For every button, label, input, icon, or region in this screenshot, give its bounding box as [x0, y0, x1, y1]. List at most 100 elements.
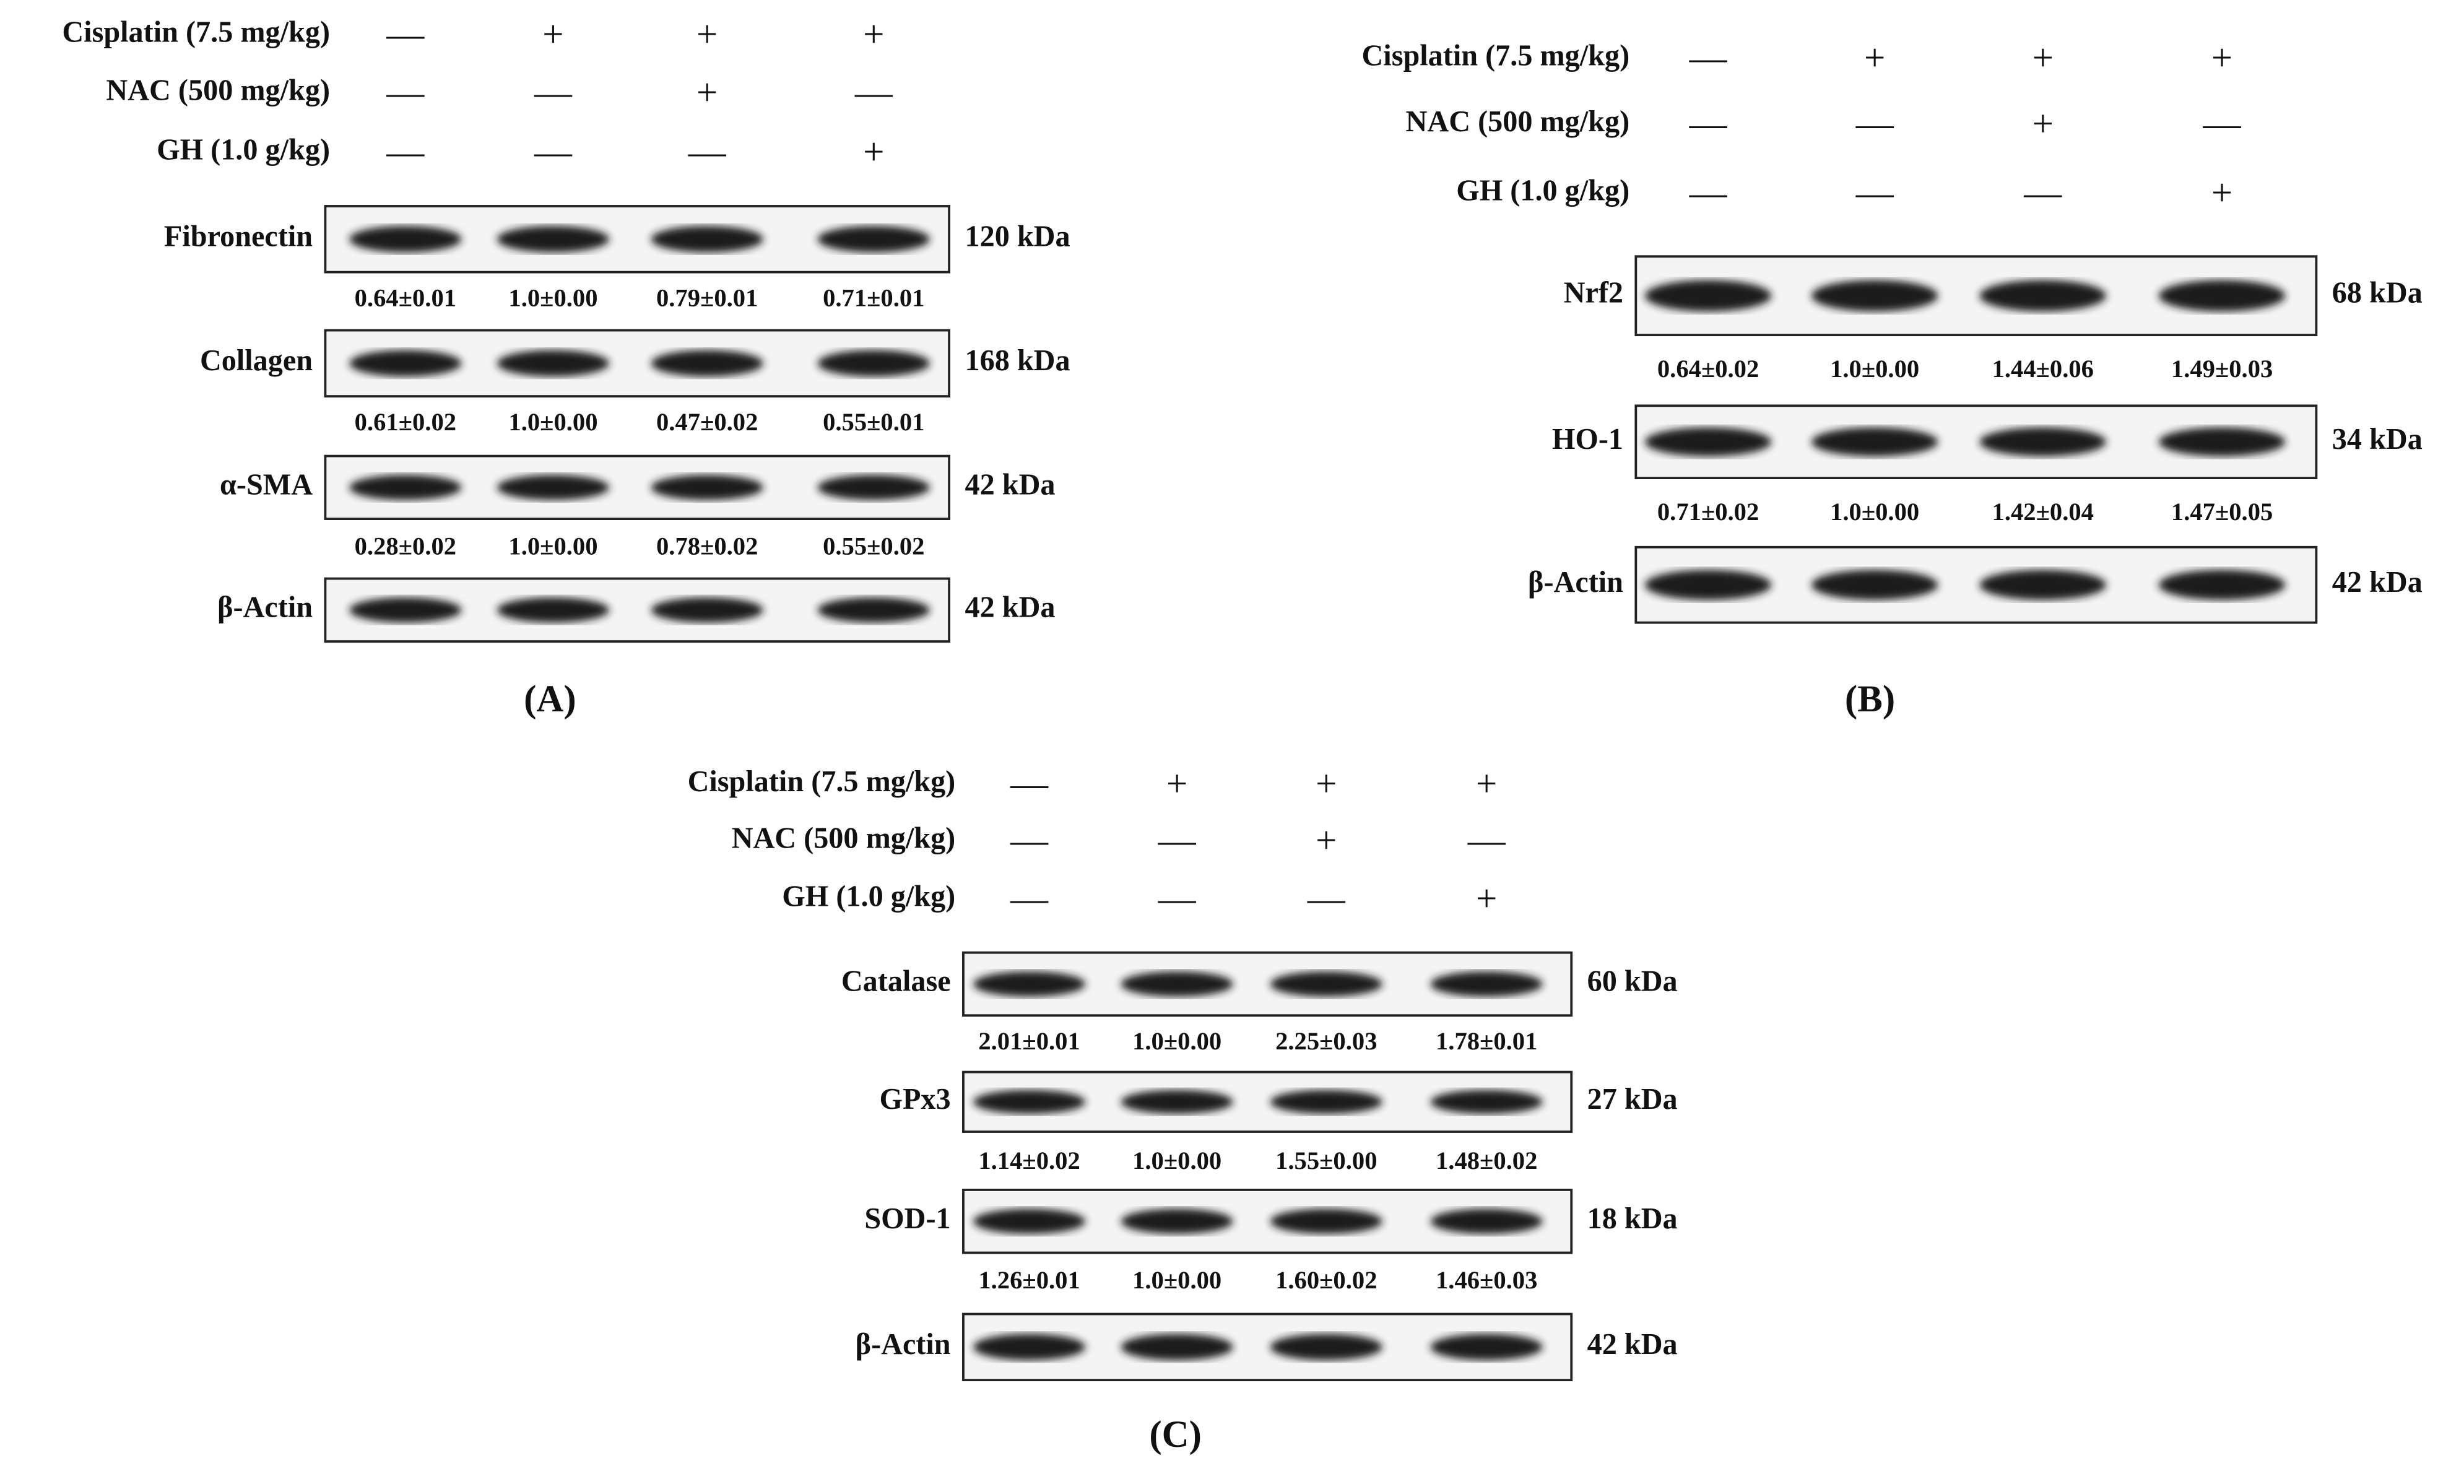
treatment-sign: + — [1166, 763, 1187, 805]
treatment-sign: — — [386, 14, 425, 55]
panel-label: (C) — [1149, 1414, 1202, 1456]
blot-size: 168 kDa — [965, 344, 1070, 377]
band — [817, 225, 930, 253]
blot-size: 42 kDa — [965, 468, 1055, 501]
band-value: 0.71±0.01 — [823, 284, 924, 312]
treatment-sign: — — [854, 72, 893, 113]
band-value: 1.0±0.00 — [1132, 1266, 1221, 1294]
band-value: 1.0±0.00 — [1132, 1027, 1221, 1055]
blot-size: 68 kDa — [2332, 277, 2423, 310]
band-value: 1.0±0.00 — [1132, 1147, 1221, 1174]
band — [2158, 280, 2286, 312]
band — [1430, 1208, 1543, 1234]
blot-name: β-Actin — [1528, 566, 1623, 599]
band-value: 0.61±0.02 — [355, 408, 456, 436]
treatment-sign: — — [1467, 820, 1506, 862]
treatment-sign: + — [863, 132, 884, 173]
panel: Cisplatin (7.5 mg/kg) — + + + NAC (500 mg/kg)… — [1361, 37, 2422, 720]
band-value: 1.0±0.00 — [1830, 498, 1919, 526]
treatment-sign: — — [1855, 173, 1894, 214]
treatment-label: GH (1.0 g/kg) — [1456, 175, 1629, 207]
treatment-sign: + — [2211, 37, 2232, 79]
treatment-sign: — — [534, 72, 573, 113]
band — [349, 475, 462, 500]
band — [1121, 1090, 1233, 1114]
treatment-sign: — — [2023, 173, 2062, 214]
treatment-sign: — — [1010, 820, 1049, 862]
band-value: 1.0±0.00 — [508, 284, 597, 312]
band — [973, 1090, 1086, 1114]
band-value: 0.64±0.01 — [355, 284, 456, 312]
band-value: 2.01±0.01 — [978, 1027, 1080, 1055]
blot-name: HO-1 — [1552, 423, 1623, 456]
blot-name: Nrf2 — [1564, 277, 1623, 310]
treatment-sign: — — [1307, 878, 1346, 919]
band — [1811, 280, 1938, 312]
blot-size: 120 kDa — [965, 220, 1070, 253]
band — [1121, 1208, 1233, 1234]
band — [1811, 570, 1938, 601]
band — [1644, 427, 1772, 457]
band — [497, 475, 610, 500]
band — [2158, 570, 2286, 601]
band — [651, 350, 763, 377]
treatment-sign: — — [1010, 878, 1049, 919]
band — [2158, 427, 2286, 457]
band — [817, 597, 930, 623]
blot-name: β-Actin — [856, 1328, 951, 1361]
band-value: 1.14±0.02 — [978, 1147, 1080, 1174]
band — [1644, 280, 1772, 312]
band — [651, 597, 763, 623]
treatment-sign: — — [1158, 820, 1197, 862]
band-value: 0.47±0.02 — [656, 408, 758, 436]
band — [1270, 1334, 1382, 1361]
band-value: 1.47±0.05 — [2171, 498, 2273, 526]
blot-name: Catalase — [841, 965, 951, 997]
band — [1270, 971, 1382, 997]
treatment-sign: + — [863, 14, 884, 55]
band — [817, 475, 930, 500]
band — [1121, 971, 1233, 997]
band-value: 1.55±0.00 — [1275, 1147, 1377, 1174]
treatment-label: Cisplatin (7.5 mg/kg) — [1361, 39, 1629, 72]
band-value: 0.55±0.01 — [823, 408, 924, 436]
band — [1430, 1090, 1543, 1114]
panel-label: (B) — [1845, 679, 1895, 720]
treatment-sign: — — [386, 72, 425, 113]
blot-size: 27 kDa — [1587, 1083, 1678, 1116]
band — [651, 475, 763, 500]
treatment-sign: — — [1689, 173, 1728, 214]
blot-name: GPx3 — [879, 1083, 950, 1116]
treatment-sign: + — [1476, 878, 1497, 919]
band — [349, 597, 462, 623]
treatment-label: NAC (500 mg/kg) — [106, 74, 330, 106]
band — [651, 225, 763, 253]
band-value: 1.42±0.04 — [1992, 498, 2094, 526]
treatment-label: GH (1.0 g/kg) — [782, 880, 955, 913]
treatment-sign: — — [386, 132, 425, 173]
blot-size: 60 kDa — [1587, 965, 1678, 997]
band-value: 0.78±0.02 — [656, 532, 758, 560]
treatment-sign: + — [696, 14, 718, 55]
treatment-label: Cisplatin (7.5 mg/kg) — [688, 765, 956, 798]
band — [349, 225, 462, 253]
treatment-sign: + — [1864, 37, 1885, 79]
blot-name: Collagen — [200, 344, 313, 377]
treatment-sign: — — [688, 132, 727, 173]
band-value: 1.0±0.00 — [1830, 355, 1919, 383]
band — [497, 597, 610, 623]
band — [817, 350, 930, 377]
treatment-sign: + — [1316, 763, 1337, 805]
band-value: 1.26±0.01 — [978, 1266, 1080, 1294]
blot-name: β-Actin — [217, 591, 313, 623]
band-value: 0.71±0.02 — [1657, 498, 1759, 526]
treatment-sign: — — [1158, 878, 1197, 919]
blot-size: 18 kDa — [1587, 1202, 1678, 1235]
treatment-sign: + — [2211, 173, 2232, 214]
band-value: 1.48±0.02 — [1436, 1147, 1537, 1174]
band — [1430, 1334, 1543, 1361]
treatment-sign: — — [2203, 103, 2242, 145]
blot-size: 42 kDa — [1587, 1328, 1678, 1361]
band — [349, 350, 462, 377]
band — [497, 225, 610, 253]
